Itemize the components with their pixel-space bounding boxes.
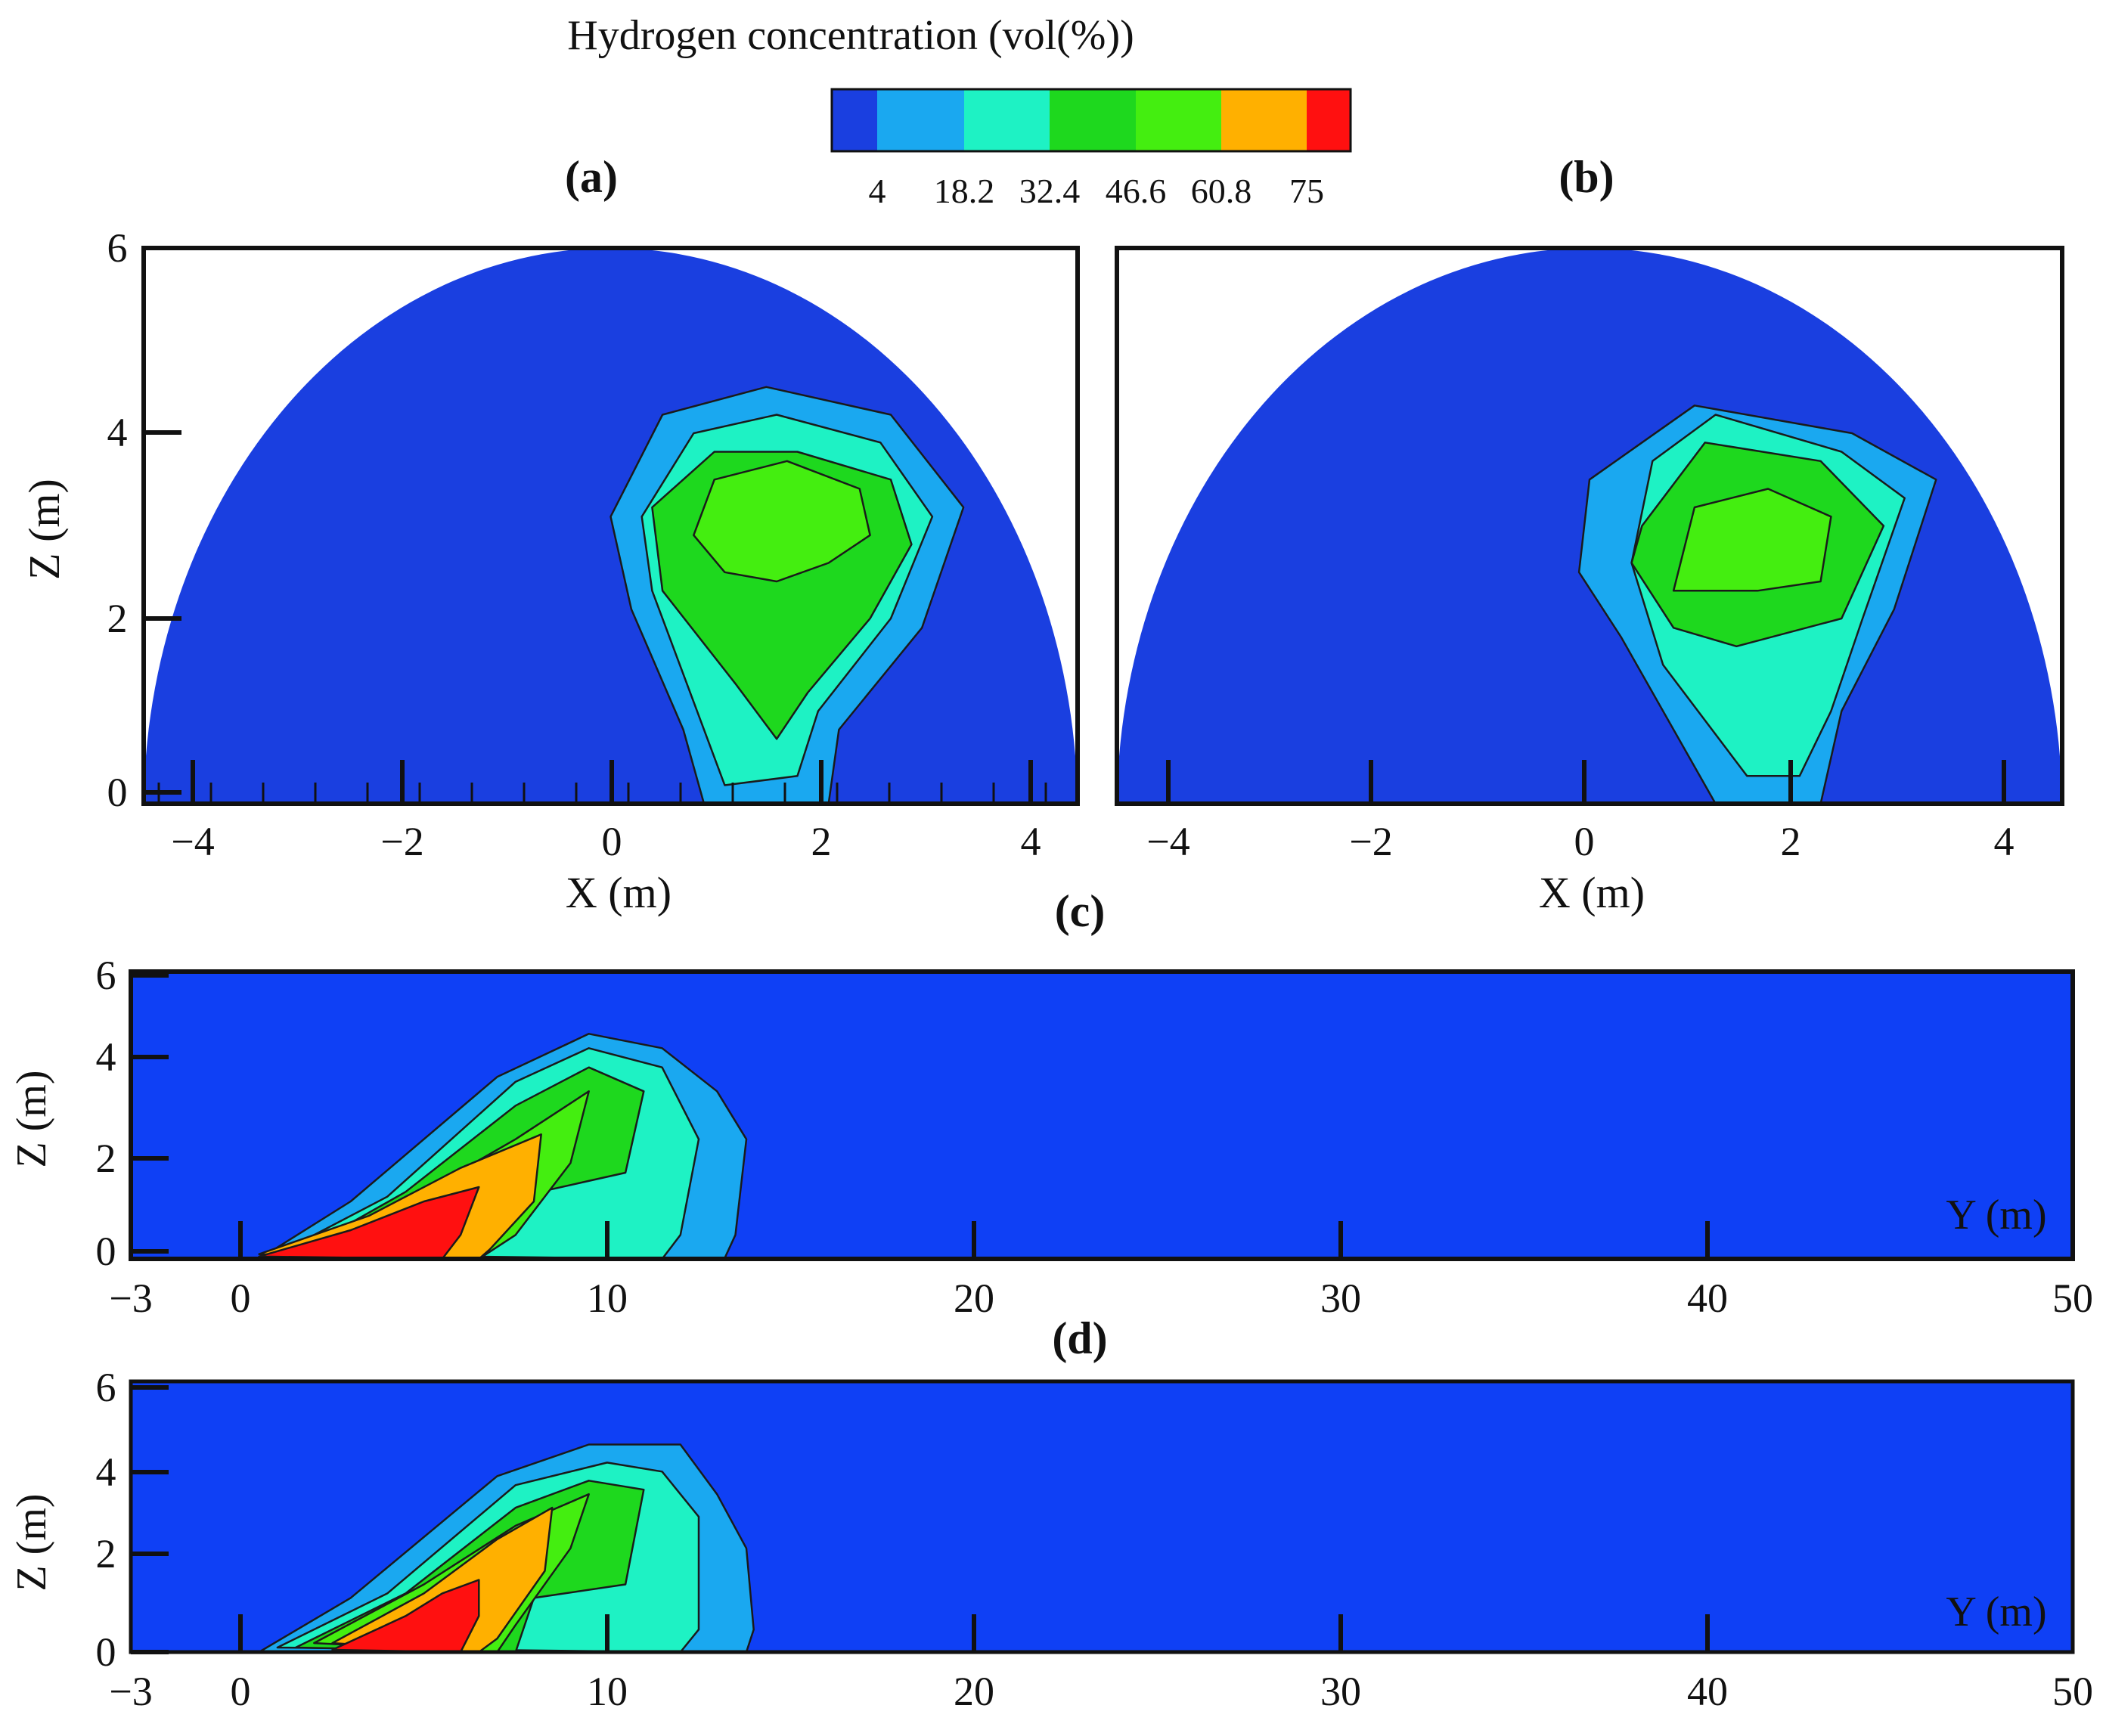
y-tick-label: 0 — [107, 770, 128, 815]
x-tick-label: 0 — [231, 1669, 251, 1714]
colorbar: Hydrogen concentration (vol(%)) 4 18.2 32.… — [567, 12, 1352, 210]
y-tick-label: 0 — [96, 1629, 116, 1675]
colorbar-swatch — [964, 89, 1050, 151]
panel-d-xlabel: Y (m) — [1946, 1589, 2046, 1635]
contour-region — [1672, 488, 1832, 592]
x-tick-label: 20 — [954, 1669, 994, 1714]
x-tick-label: 10 — [587, 1669, 628, 1714]
y-tick-label: 0 — [96, 1229, 116, 1274]
x-tick-label: 4 — [1021, 819, 1041, 864]
x-tick-label: −4 — [171, 819, 214, 864]
colorbar-labels: 4 18.2 32.4 46.6 60.8 75 — [869, 172, 1325, 210]
x-tick-label: 2 — [1781, 819, 1801, 864]
panel-d-ylabel: Z (m) — [8, 1493, 55, 1591]
panel-c-plot-area — [258, 1033, 748, 1259]
contour-region — [331, 1579, 480, 1652]
x-tick-label: 30 — [1320, 1276, 1361, 1321]
x-tick-label: 50 — [2052, 1276, 2093, 1321]
x-tick-label: 4 — [1994, 819, 2015, 864]
x-tick-label: 0 — [1574, 819, 1595, 864]
contour-region — [331, 1506, 554, 1652]
x-tick-label: 50 — [2052, 1669, 2093, 1714]
colorbar-swatch — [1136, 89, 1221, 151]
panel-c-ylabel: Z (m) — [8, 1070, 55, 1167]
y-tick-label: 4 — [107, 410, 128, 455]
colorbar-swatch — [1221, 89, 1307, 151]
x-tick-label: 20 — [954, 1276, 994, 1321]
x-tick-label: −4 — [1146, 819, 1189, 864]
panel-b: (b) −4 −2 0 2 4 X (m) — [1115, 152, 2064, 917]
panel-a-ylabel: Z (m) — [20, 479, 69, 580]
panel-b-label: (b) — [1559, 152, 1614, 202]
colorbar-swatches — [830, 88, 1352, 153]
x-tick-label: −2 — [1349, 819, 1392, 864]
contour-region — [258, 1186, 480, 1259]
colorbar-swatch — [1307, 89, 1351, 151]
panel-a: (a) −4 −2 0 2 4 0 2 4 6 X (m) Z (m) — [20, 152, 1080, 917]
panel-a-plot-area — [144, 248, 1078, 804]
colorbar-swatch — [1050, 89, 1136, 151]
panel-a-label: (a) — [565, 152, 618, 202]
x-tick-label: −3 — [109, 1276, 152, 1321]
y-tick-label: 6 — [107, 225, 128, 271]
y-tick-label: 2 — [96, 1136, 116, 1181]
x-tick-label: −3 — [109, 1669, 152, 1714]
panel-d-plot-area — [258, 1443, 755, 1652]
y-tick-label: 4 — [96, 1034, 116, 1080]
colorbar-tick-label: 60.8 — [1191, 172, 1252, 210]
colorbar-tick-label: 46.6 — [1106, 172, 1167, 210]
panel-b-frame — [1115, 246, 2064, 806]
panel-b-xlabel: X (m) — [1539, 868, 1645, 917]
colorbar-title: Hydrogen concentration (vol(%)) — [567, 12, 1134, 59]
x-tick-label: 30 — [1320, 1669, 1361, 1714]
y-tick-label: 2 — [96, 1531, 116, 1576]
panel-d-frame — [129, 1379, 2075, 1654]
panel-c-xlabel: Y (m) — [1946, 1192, 2046, 1238]
panel-c-frame — [129, 969, 2075, 1261]
colorbar-tick-label: 75 — [1289, 172, 1324, 210]
colorbar-tick-label: 4 — [869, 172, 886, 210]
colorbar-tick-label: 18.2 — [934, 172, 995, 210]
y-tick-label: 4 — [96, 1449, 116, 1495]
x-tick-label: 0 — [602, 819, 622, 864]
colorbar-swatch — [832, 89, 877, 151]
x-tick-label: 40 — [1687, 1669, 1728, 1714]
colorbar-swatch — [877, 89, 964, 151]
x-tick-label: 0 — [231, 1276, 251, 1321]
colorbar-border — [830, 88, 1352, 153]
y-tick-label: 2 — [107, 596, 128, 641]
y-tick-label: 6 — [96, 953, 116, 998]
panel-a-xlabel: X (m) — [566, 868, 672, 917]
x-tick-label: 10 — [587, 1276, 628, 1321]
x-tick-label: 40 — [1687, 1276, 1728, 1321]
panel-c-label: (c) — [1055, 886, 1106, 936]
x-tick-label: −2 — [380, 819, 423, 864]
x-tick-label: 2 — [811, 819, 832, 864]
y-tick-label: 6 — [96, 1365, 116, 1410]
panel-d-label: (d) — [1052, 1313, 1107, 1363]
colorbar-tick-label: 32.4 — [1019, 172, 1081, 210]
panel-b-plot-area — [1117, 248, 2062, 804]
contour-region — [693, 460, 871, 583]
